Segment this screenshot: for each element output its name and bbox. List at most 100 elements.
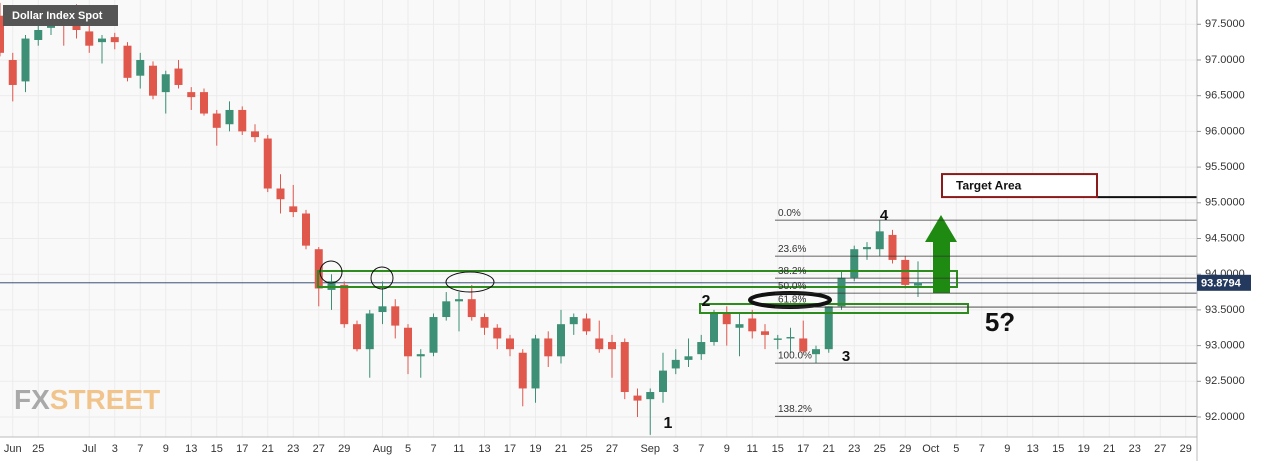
x-tick-label: 23 [848,443,860,455]
x-tick-label: 5 [405,443,411,455]
wave-label: 1 [664,415,673,432]
x-tick-label: 3 [112,443,118,455]
x-tick-label: 21 [555,443,567,455]
target-label: Target Area [956,178,1022,192]
wave-label: 2 [702,293,711,310]
x-tick-label: 17 [797,443,809,455]
x-tick-label: 7 [698,443,704,455]
fib-label: 50.0% [778,281,806,292]
x-tick-label: 17 [236,443,248,455]
overlay: 0.0% 23.6% 38.2% 50.0% 61.8% 100.0% 138.2% Targ… [317,173,1197,432]
y-tick-label: 93.5000 [1205,304,1245,316]
x-tick-label: 21 [262,443,274,455]
candle-body [251,131,259,138]
candle-body [314,249,323,289]
x-tick-label: Sep [640,443,660,455]
candle-body [263,138,272,189]
candle-body [837,277,846,307]
candle-body [710,313,718,343]
x-tick-label: 7 [430,443,436,455]
x-tick-label: Jul [82,443,96,455]
fib-label: 100.0% [778,351,812,362]
candle-body [187,92,196,98]
x-tick-label: 25 [32,443,44,455]
candle-body [8,59,17,85]
wave-label: 4 [880,207,889,224]
x-tick-label: 9 [163,443,169,455]
candle-body [0,15,4,53]
candle-body [620,342,629,393]
candle-body [289,206,298,213]
x-tick-label: 11 [747,443,758,455]
candle-body [200,92,208,114]
y-tick-label: 94.5000 [1205,232,1245,244]
x-tick-label: 21 [1103,443,1115,455]
x-tick-label: Oct [922,443,939,455]
fib-label: 38.2% [778,266,806,277]
x-tick-label: 23 [1129,443,1141,455]
candle-body [110,37,119,43]
candle-body [786,337,795,339]
y-tick-label: 97.0000 [1205,54,1245,66]
candle-body [595,338,604,350]
y-tick-label: 92.5000 [1205,375,1245,387]
candle-body [544,338,553,357]
candle-body [761,331,769,335]
candle-body [799,338,808,352]
candle-body [888,234,897,260]
candle-body [557,324,565,357]
candle-body [378,306,387,313]
x-tick-label: 9 [1004,443,1010,455]
x-tick-label: 9 [724,443,730,455]
fib-label: 138.2% [778,404,812,415]
candle-body [442,301,451,318]
x-tick-label: 13 [1027,443,1039,455]
wave-label: 5? [985,307,1015,337]
x-tick-label: 25 [874,443,886,455]
candle-body [136,59,145,76]
x-tick-label: 7 [137,443,143,455]
candle-body [608,342,616,350]
fib-label: 23.6% [778,244,806,255]
candle-body [659,370,667,393]
watermark-part: STREET [50,384,160,415]
candle-body [34,29,43,40]
candle-body [824,306,833,350]
candle-body [416,354,425,357]
x-tick-label: 15 [211,443,223,455]
candle-body [225,109,234,125]
circle-marker [319,260,343,284]
candle-body [480,317,489,328]
target-box [941,173,1098,199]
candle-body [748,318,757,332]
candle-body [493,327,502,339]
candle-body [467,299,476,318]
candle-body [212,113,221,128]
grid [0,0,1197,437]
fib-label: 61.8% [778,295,806,306]
candle-body [455,299,463,302]
candle-body [276,188,285,200]
candle-body [365,313,374,350]
candle-body [174,68,183,85]
y-tick-label: 96.5000 [1205,90,1245,102]
candle-body [429,317,438,353]
candle-body [506,338,514,350]
candle-body [569,317,578,325]
x-tick-label: 29 [1180,443,1192,455]
chart-title: Dollar Index Spot [12,10,103,22]
candle-body [149,65,157,96]
x-tick-label: 17 [504,443,516,455]
candle-body [518,352,527,389]
x-tick-label: 15 [772,443,784,455]
x-tick-label: 7 [979,443,985,455]
fib-label: 0.0% [778,208,801,219]
candle-body [863,247,871,250]
candle-body [238,109,247,132]
price-tag [1197,274,1251,291]
y-tick-label: 93.0000 [1205,340,1245,352]
candle-body [722,313,731,325]
candle-body [391,306,400,326]
candle-body [340,284,349,325]
